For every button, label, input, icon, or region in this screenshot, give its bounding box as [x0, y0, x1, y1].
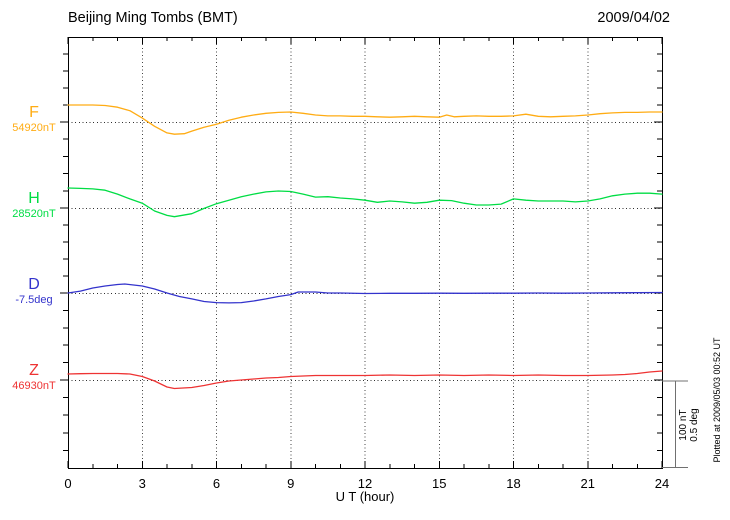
scale-bar-deg-label: 0.5 deg	[689, 408, 700, 442]
x-tick-label: 6	[213, 476, 220, 491]
channel-baseline-h: 28520nT	[12, 208, 56, 220]
channel-baseline-z: 46930nT	[12, 380, 56, 392]
x-tick-label: 9	[287, 476, 294, 491]
channel-letter-h: H	[28, 190, 40, 207]
x-tick-label: 24	[655, 476, 669, 491]
x-axis-title: U T (hour)	[335, 489, 395, 504]
x-tick-label: 15	[432, 476, 446, 491]
channel-label-d: D -7.5deg	[4, 276, 64, 307]
x-tick-label: 21	[581, 476, 595, 491]
x-tick-label: 3	[139, 476, 146, 491]
trace-F	[67, 104, 663, 135]
channel-letter-d: D	[28, 276, 40, 293]
scale-bar-label: 100 nT 0.5 deg	[678, 408, 700, 441]
channel-letter-f: F	[29, 104, 39, 121]
x-tick-label: 12	[358, 476, 372, 491]
channel-baseline-f: 54920nT	[12, 122, 56, 134]
scale-bar-nt-label: 100 nT	[678, 409, 689, 441]
channel-label-h: H 28520nT	[4, 190, 64, 221]
trace-D	[67, 283, 663, 304]
channel-label-f: F 54920nT	[4, 104, 64, 135]
plotted-at-note: Plotted at 2009/05/03 00:52 UT	[712, 337, 722, 463]
channel-label-z: Z 46930nT	[4, 362, 64, 393]
plot-date: 2009/04/02	[597, 10, 670, 26]
channel-letter-z: Z	[29, 362, 39, 379]
x-tick-label: 18	[506, 476, 520, 491]
x-tick-label: 0	[64, 476, 71, 491]
trace-Z	[67, 370, 663, 390]
trace-H	[67, 187, 663, 218]
page-title: Beijing Ming Tombs (BMT)	[68, 10, 238, 26]
channel-baseline-d: -7.5deg	[15, 294, 53, 306]
